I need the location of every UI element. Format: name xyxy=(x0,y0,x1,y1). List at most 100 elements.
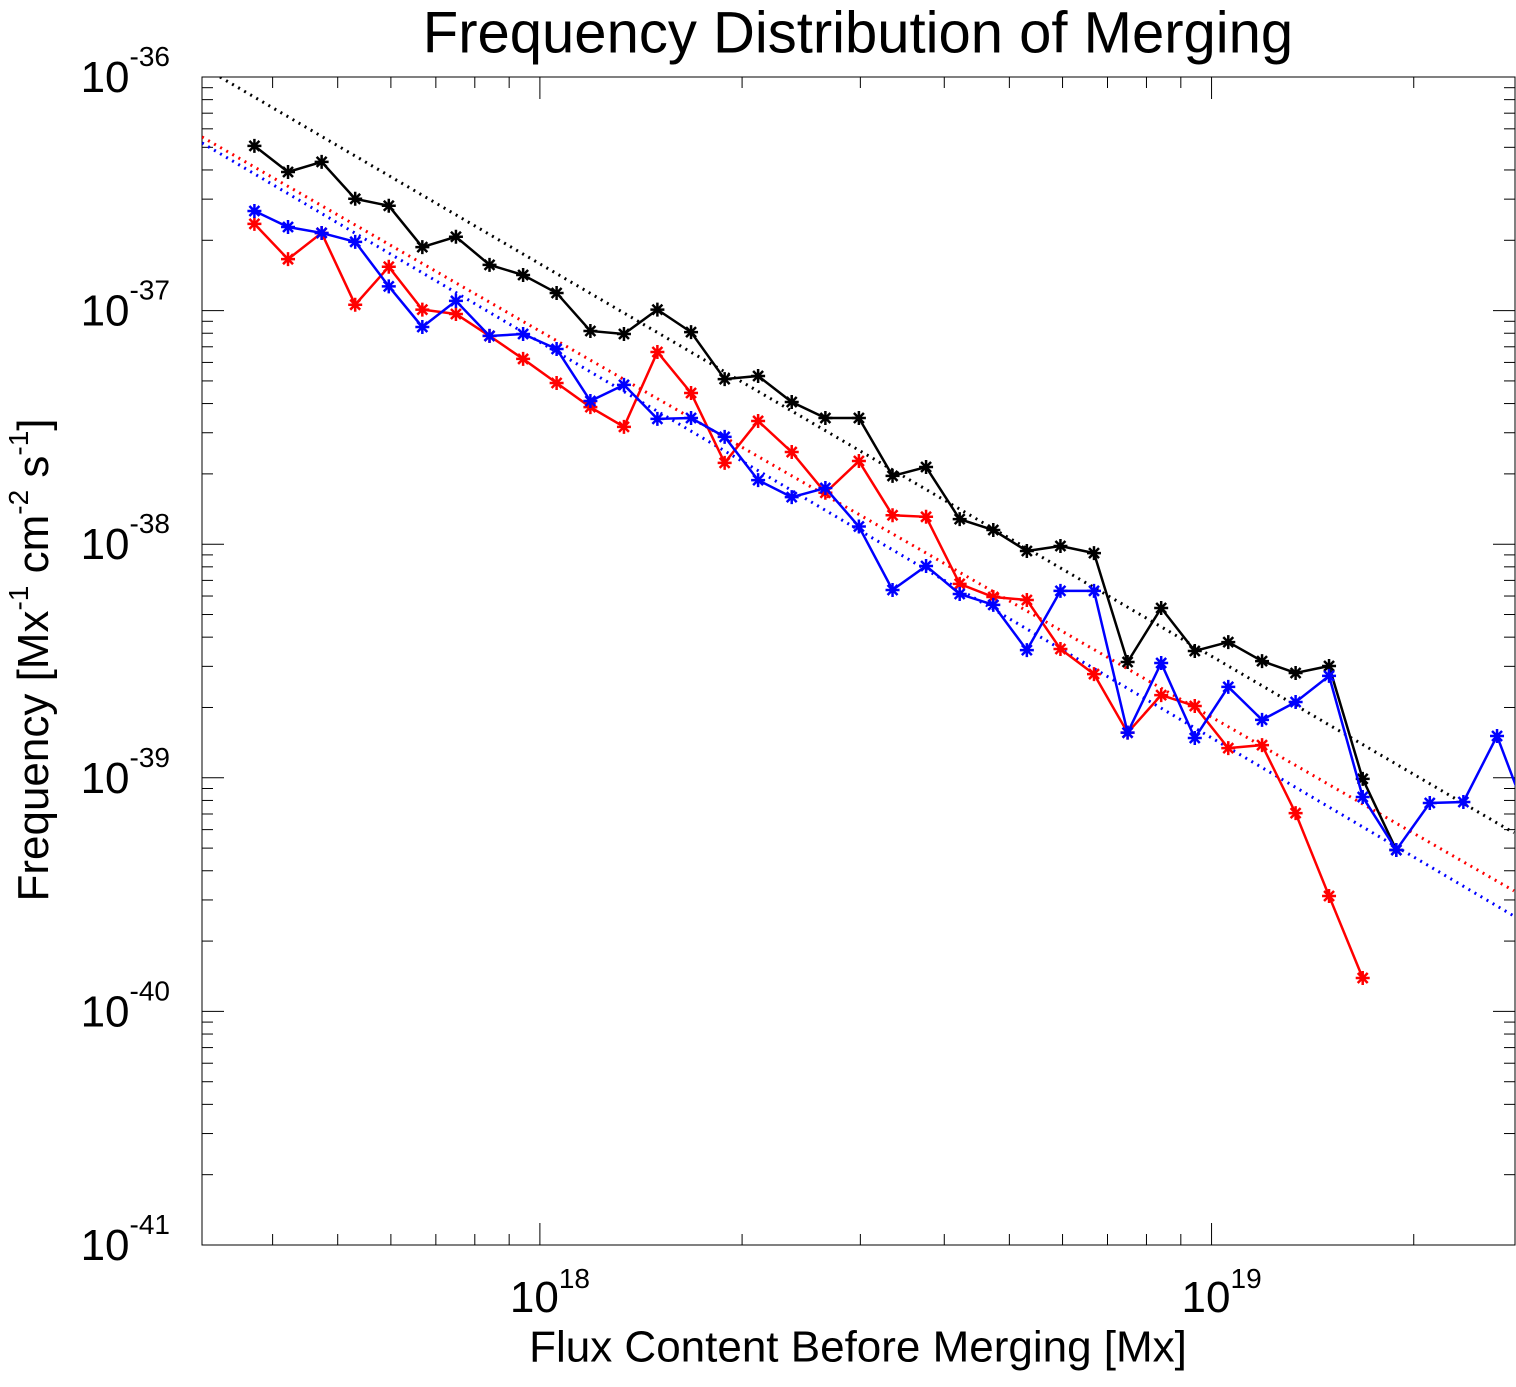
y-tick-base: 10 xyxy=(81,53,130,102)
y-label-text: s xyxy=(9,456,58,490)
asterisk-marker xyxy=(684,410,699,425)
asterisk-marker xyxy=(1355,970,1370,985)
asterisk-marker xyxy=(784,445,799,460)
asterisk-marker xyxy=(851,410,866,425)
fit-line xyxy=(219,77,1515,835)
asterisk-marker xyxy=(516,351,531,366)
asterisk-marker xyxy=(448,293,463,308)
asterisk-marker xyxy=(448,229,463,244)
asterisk-marker xyxy=(717,372,732,387)
asterisk-marker xyxy=(381,279,396,294)
asterisk-marker xyxy=(717,429,732,444)
y-tick-label: 10-41 xyxy=(81,1209,170,1270)
asterisk-marker xyxy=(952,587,967,602)
asterisk-marker xyxy=(482,257,497,272)
asterisk-marker xyxy=(516,327,531,342)
asterisk-marker xyxy=(314,225,329,240)
y-axis-label: Frequency [Mx-1 cm-2 s-1] xyxy=(3,418,58,901)
y-tick-exponent: -39 xyxy=(130,742,170,773)
asterisk-marker xyxy=(1154,656,1169,671)
y-tick-exponent: -38 xyxy=(130,508,170,539)
y-tick-base: 10 xyxy=(81,287,130,336)
asterisk-marker xyxy=(919,460,934,475)
asterisk-marker xyxy=(751,473,766,488)
y-label-text: Frequency [Mx xyxy=(9,611,58,902)
asterisk-marker xyxy=(885,468,900,483)
y-tick-exponent: -40 xyxy=(130,975,170,1006)
y-label-text: ] xyxy=(9,418,58,430)
y-tick-base: 10 xyxy=(81,987,130,1036)
asterisk-marker xyxy=(247,216,262,231)
asterisk-marker xyxy=(1120,725,1135,740)
asterisk-marker xyxy=(919,558,934,573)
x-tick-exponent: 19 xyxy=(1231,1263,1262,1294)
y-tick-label: 10-38 xyxy=(81,508,170,569)
y-label-text: cm xyxy=(9,515,58,586)
asterisk-marker xyxy=(650,302,665,317)
asterisk-marker xyxy=(1255,654,1270,669)
asterisk-marker xyxy=(348,297,363,312)
y-tick-exponent: -41 xyxy=(130,1209,170,1240)
asterisk-marker xyxy=(717,455,732,470)
asterisk-marker xyxy=(751,413,766,428)
asterisk-marker xyxy=(919,509,934,524)
y-label-superscript: -1 xyxy=(3,431,34,456)
x-tick-base: 10 xyxy=(1182,1273,1231,1322)
asterisk-marker xyxy=(1389,842,1404,857)
plot-area xyxy=(202,77,1515,985)
asterisk-marker xyxy=(851,519,866,534)
asterisk-marker xyxy=(1019,544,1034,559)
plot-frame xyxy=(201,76,1516,1246)
asterisk-marker xyxy=(1322,888,1337,903)
asterisk-marker xyxy=(1422,796,1437,811)
y-tick-label: 10-37 xyxy=(81,275,170,336)
asterisk-marker xyxy=(684,385,699,400)
asterisk-marker xyxy=(650,344,665,359)
asterisk-marker xyxy=(415,319,430,334)
asterisk-marker xyxy=(1154,601,1169,616)
y-label-superscript: -1 xyxy=(3,586,34,611)
asterisk-marker xyxy=(1187,698,1202,713)
series-line xyxy=(253,209,1515,853)
x-axis-label: Flux Content Before Merging [Mx] xyxy=(529,1323,1187,1372)
asterisk-marker xyxy=(784,490,799,505)
chart-title: Frequency Distribution of Merging xyxy=(423,0,1293,65)
x-tick-label: 1019 xyxy=(1182,1263,1262,1322)
asterisk-marker xyxy=(415,302,430,317)
asterisk-marker xyxy=(1322,668,1337,683)
y-tick-label: 10-36 xyxy=(81,41,170,102)
fit-line xyxy=(202,135,1515,893)
asterisk-marker xyxy=(1490,728,1505,743)
asterisk-marker xyxy=(784,395,799,410)
asterisk-marker xyxy=(818,481,833,496)
y-tick-base: 10 xyxy=(81,520,130,569)
y-tick-label: 10-40 xyxy=(81,975,170,1036)
asterisk-marker xyxy=(1053,539,1068,554)
asterisk-marker xyxy=(1355,789,1370,804)
y-label-superscript: -2 xyxy=(3,490,34,515)
asterisk-marker xyxy=(549,285,564,300)
asterisk-marker xyxy=(1322,659,1337,674)
asterisk-marker xyxy=(986,597,1001,612)
series-line xyxy=(253,223,1364,979)
asterisk-marker xyxy=(1221,635,1236,650)
asterisk-marker xyxy=(1086,546,1101,561)
asterisk-marker xyxy=(549,375,564,390)
asterisk-marker xyxy=(885,508,900,523)
asterisk-marker xyxy=(1019,592,1034,607)
asterisk-marker xyxy=(348,191,363,206)
asterisk-marker xyxy=(1288,665,1303,680)
asterisk-marker xyxy=(583,323,598,338)
asterisk-marker xyxy=(281,219,296,234)
asterisk-marker xyxy=(348,234,363,249)
asterisk-marker xyxy=(583,394,598,409)
asterisk-marker xyxy=(1288,695,1303,710)
asterisk-marker xyxy=(1187,643,1202,658)
asterisk-marker xyxy=(1086,667,1101,682)
y-tick-base: 10 xyxy=(81,754,130,803)
asterisk-marker xyxy=(1456,794,1471,809)
asterisk-marker xyxy=(818,410,833,425)
x-tick-base: 10 xyxy=(510,1273,559,1322)
asterisk-marker xyxy=(952,512,967,527)
x-tick-label: 1018 xyxy=(510,1263,590,1322)
